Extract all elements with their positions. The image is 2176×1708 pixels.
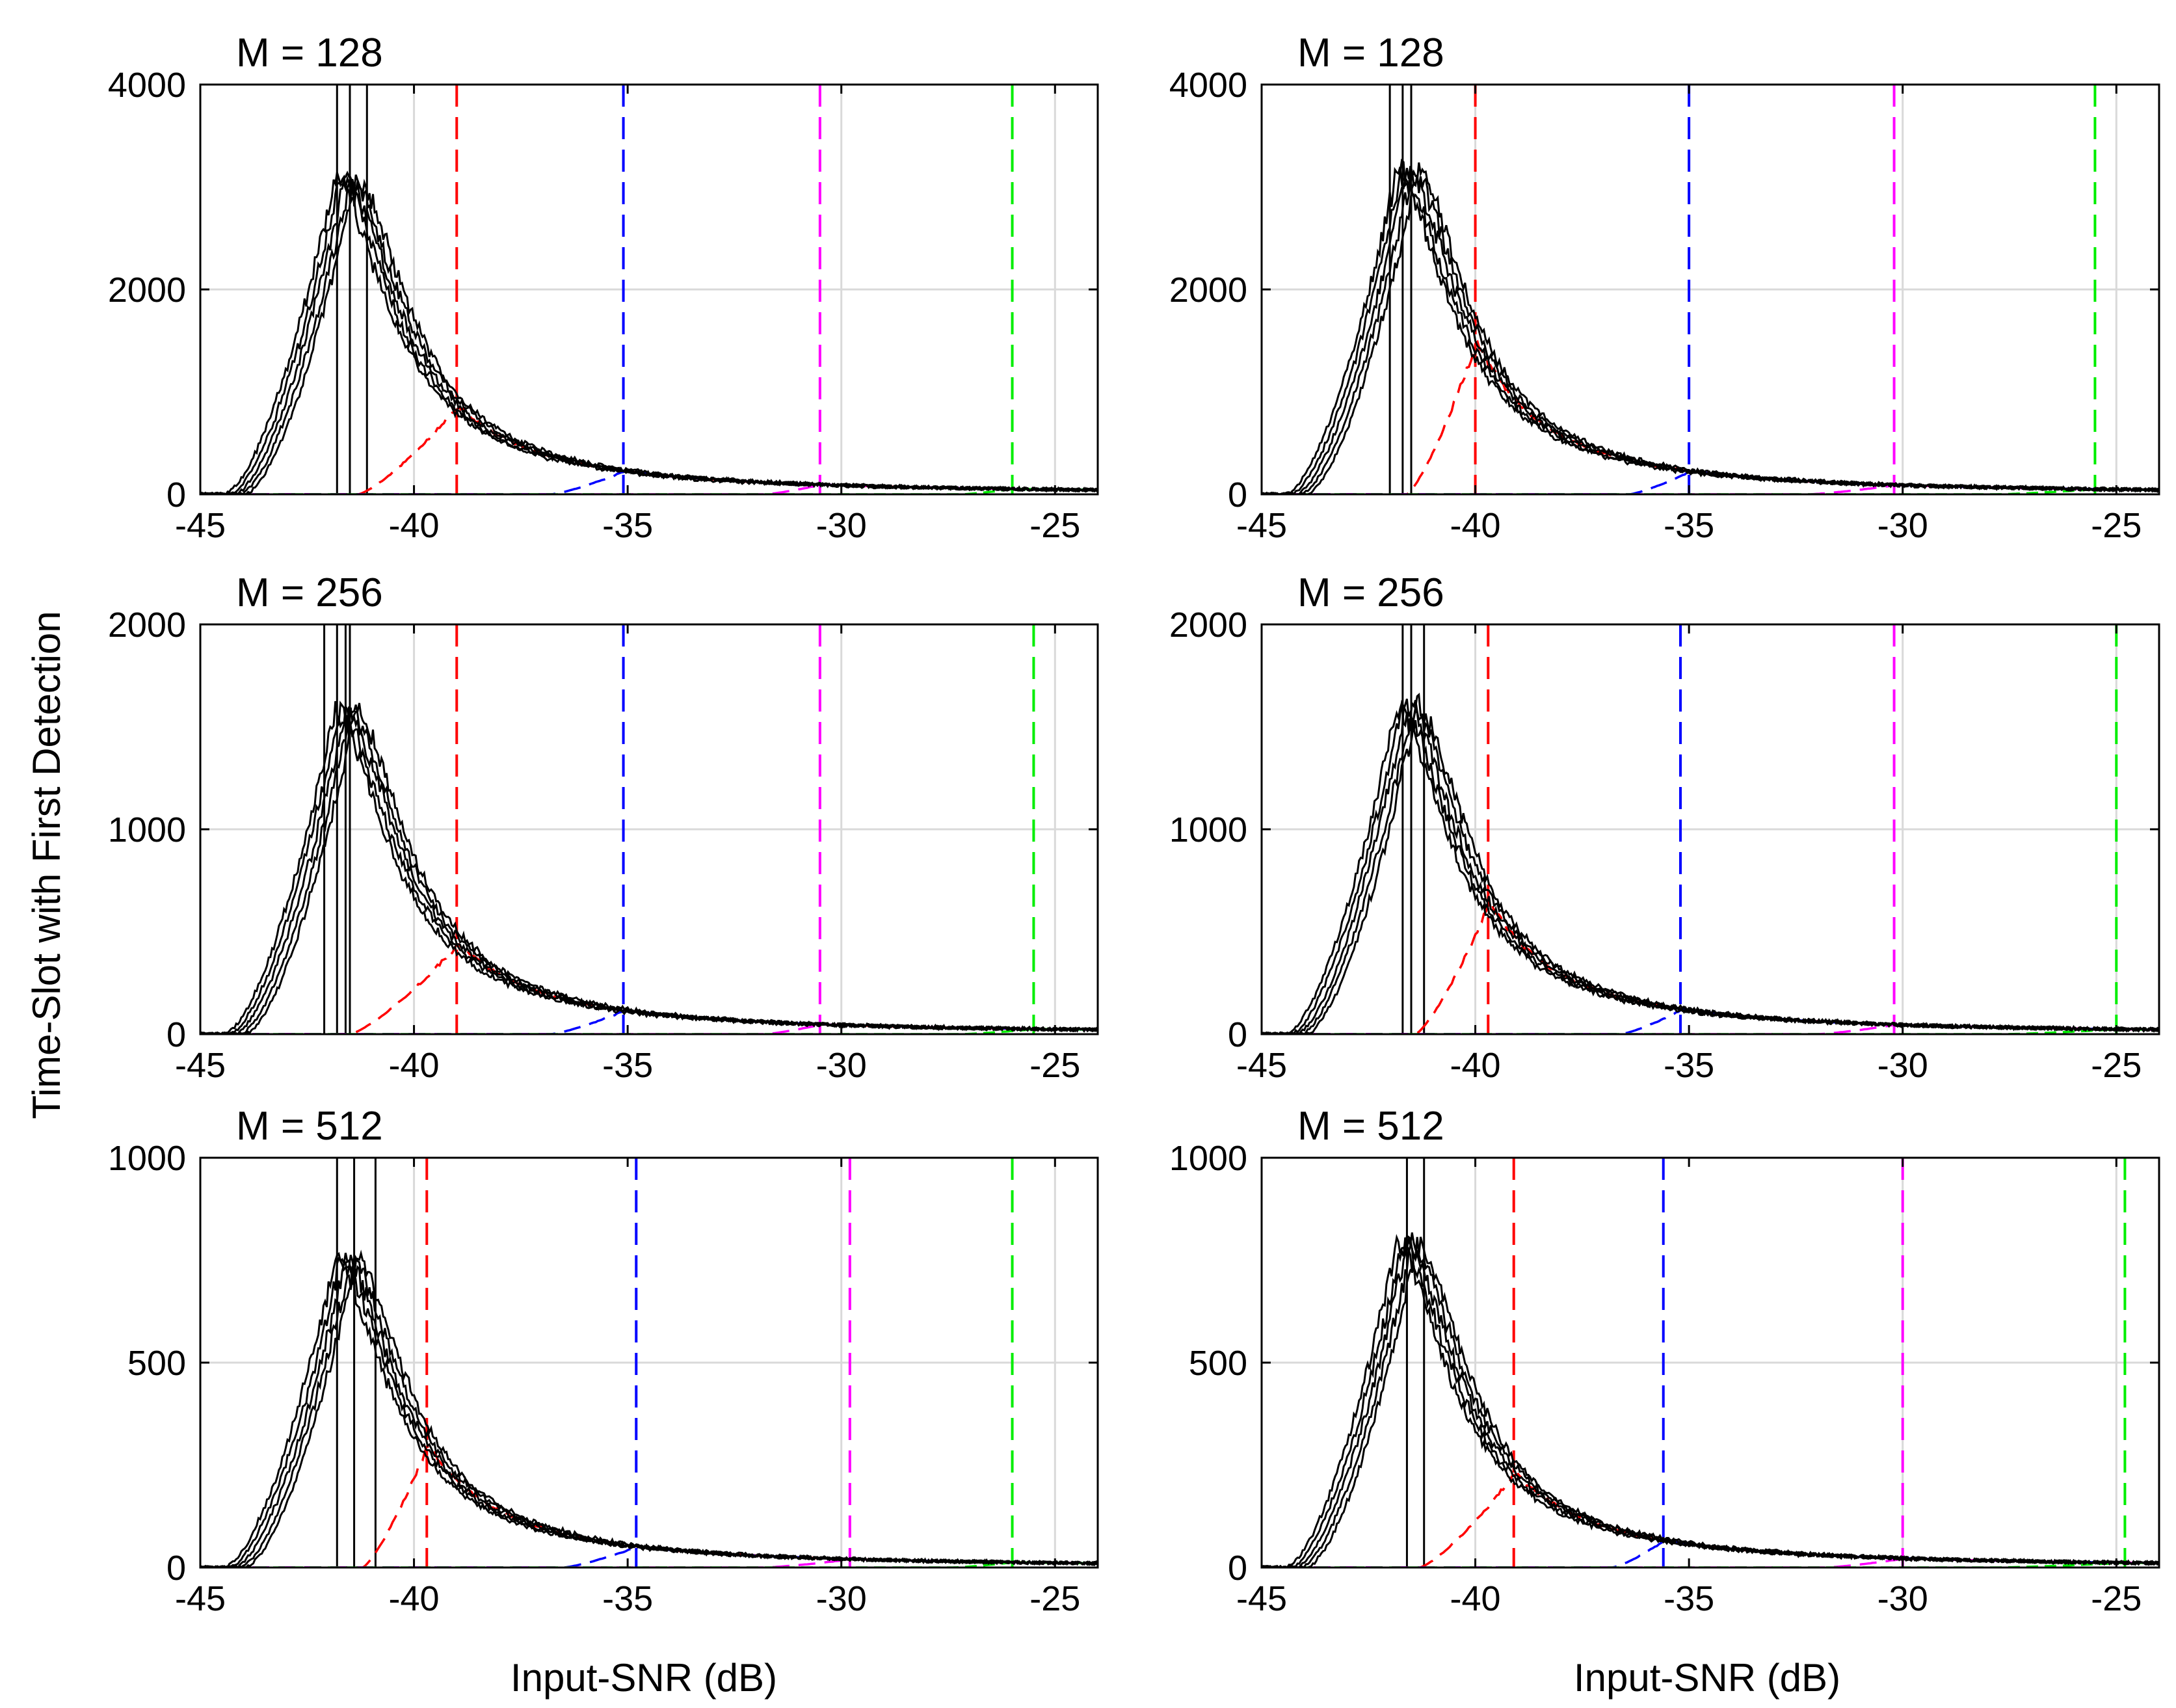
- x-tick-label: -30: [1877, 506, 1928, 545]
- x-tick-label: -45: [1236, 1579, 1287, 1618]
- envelope-curve: [1262, 692, 2159, 1034]
- plot-area: [200, 624, 1098, 1034]
- y-tick-label: 500: [127, 1344, 186, 1383]
- plot-area: [200, 85, 1098, 494]
- panel-title: M = 256: [236, 570, 383, 615]
- x-tick-label: -35: [602, 506, 653, 545]
- x-tick-label: -45: [1236, 506, 1287, 545]
- x-tick-label: -30: [816, 506, 867, 545]
- panel-4: -45 -40 -35 -30 -25 0 1000 2000 M = 256: [1169, 570, 2160, 1085]
- x-tick-label: -40: [389, 506, 440, 545]
- x-tick-label: -45: [1236, 1046, 1287, 1085]
- panel-title: M = 512: [1297, 1104, 1444, 1149]
- envelope-curve: [1262, 162, 2159, 494]
- y-tick-label: 2000: [108, 271, 186, 310]
- y-tick-label: 1000: [108, 810, 186, 849]
- x-tick-label: -45: [175, 1579, 226, 1618]
- x-tick-label: -35: [1664, 1046, 1714, 1085]
- x-tick-label: -40: [389, 1046, 440, 1085]
- x-tick-label: -45: [175, 506, 226, 545]
- y-tick-label: 0: [166, 1549, 186, 1588]
- x-tick-label: -40: [1450, 506, 1501, 545]
- panel-title: M = 512: [236, 1104, 383, 1149]
- y-tick-label: 0: [1228, 1015, 1247, 1054]
- y-tick-label: 0: [166, 1015, 186, 1054]
- y-tick-label: 4000: [1169, 66, 1247, 105]
- envelope-curve: [200, 174, 1098, 494]
- x-tick-label: -30: [1877, 1046, 1928, 1085]
- envelope-curve: [1262, 1236, 2159, 1568]
- x-tick-label: -25: [2091, 1579, 2142, 1618]
- y-tick-label: 1000: [1169, 1139, 1247, 1178]
- x-tick-label: -45: [175, 1046, 226, 1085]
- y-tick-label: 2000: [108, 606, 186, 645]
- panel-title: M = 256: [1297, 570, 1444, 615]
- x-tick-label: -35: [602, 1046, 653, 1085]
- x-tick-label: -35: [602, 1579, 653, 1618]
- x-tick-label: -30: [816, 1046, 867, 1085]
- y-tick-label: 500: [1189, 1344, 1247, 1383]
- y-tick-label: 2000: [1169, 271, 1247, 310]
- y-tick-label: 2000: [1169, 606, 1247, 645]
- plot-area: [200, 1158, 1098, 1568]
- envelope-curve: [200, 1249, 1098, 1568]
- x-tick-label: -30: [1877, 1579, 1928, 1618]
- y-tick-label: 1000: [108, 1139, 186, 1178]
- y-axis-label: Time-Slot with First Detection: [25, 611, 68, 1119]
- x-tick-label: -25: [1029, 506, 1080, 545]
- envelope-curve: [200, 702, 1098, 1034]
- panel-title: M = 128: [1297, 31, 1444, 75]
- y-tick-label: 0: [1228, 1549, 1247, 1588]
- panel-6: -45 -40 -35 -30 -25 0 500 1000 M = 512: [1169, 1104, 2160, 1618]
- x-tick-label: -30: [816, 1579, 867, 1618]
- x-tick-label: -40: [1450, 1579, 1501, 1618]
- panel-5: -45 -40 -35 -30 -25 0 500 1000 M = 512: [108, 1104, 1099, 1618]
- x-axis-label-right: Input-SNR (dB): [1574, 1656, 1840, 1700]
- x-tick-label: -25: [2091, 506, 2142, 545]
- panel-3: -45 -40 -35 -30 -25 0 1000 2000 M = 256: [108, 570, 1099, 1085]
- plot-area: [1262, 624, 2159, 1034]
- panel-title: M = 128: [236, 31, 383, 75]
- y-tick-label: 0: [166, 475, 186, 514]
- x-tick-label: -40: [389, 1579, 440, 1618]
- x-tick-label: -25: [1029, 1046, 1080, 1085]
- x-axis-label-left: Input-SNR (dB): [511, 1656, 777, 1700]
- y-tick-label: 0: [1228, 475, 1247, 514]
- x-tick-label: -40: [1450, 1046, 1501, 1085]
- x-tick-label: -35: [1664, 506, 1714, 545]
- x-tick-label: -25: [1029, 1579, 1080, 1618]
- panel-1: -45 -40 -35 -30 -25 0 2000 4000 M = 128: [108, 31, 1099, 545]
- x-tick-label: -25: [2091, 1046, 2142, 1085]
- y-tick-label: 4000: [108, 66, 186, 105]
- y-tick-label: 1000: [1169, 810, 1247, 849]
- panel-2: -45 -40 -35 -30 -25 0 2000 4000 M = 128: [1169, 31, 2160, 545]
- x-tick-label: -35: [1664, 1579, 1714, 1618]
